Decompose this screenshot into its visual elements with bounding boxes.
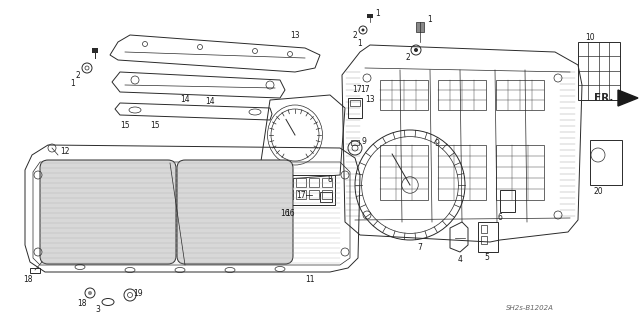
Text: 8: 8 [328, 175, 332, 184]
Bar [590, 140, 622, 185]
Text: 1: 1 [70, 78, 76, 87]
Text: 6: 6 [497, 213, 502, 222]
Bar [283, 178, 293, 187]
Text: FR.: FR. [594, 93, 613, 103]
Bar [438, 145, 486, 200]
Text: 15: 15 [120, 121, 130, 130]
Text: 15: 15 [150, 121, 160, 130]
Bar [351, 140, 359, 145]
Bar [296, 190, 306, 199]
Text: 13: 13 [365, 95, 375, 105]
Text: 16: 16 [285, 209, 295, 218]
Text: 2: 2 [353, 32, 357, 41]
Text: 2: 2 [76, 70, 81, 79]
Bar [322, 190, 332, 199]
Text: 2: 2 [406, 54, 410, 63]
Text: 19: 19 [133, 290, 143, 299]
Circle shape [88, 291, 92, 295]
FancyBboxPatch shape [177, 160, 293, 264]
Text: 1: 1 [358, 40, 362, 48]
Bar [500, 190, 515, 212]
Text: 9: 9 [435, 138, 440, 147]
Text: 1: 1 [376, 10, 380, 19]
Text: 10: 10 [585, 33, 595, 42]
Bar [578, 42, 620, 100]
Text: 5: 5 [484, 254, 490, 263]
Text: SH2s-B1202A: SH2s-B1202A [506, 305, 554, 311]
Bar [322, 178, 332, 187]
Bar [296, 178, 306, 187]
Text: 16: 16 [280, 209, 290, 218]
Text: 3: 3 [95, 306, 100, 315]
Bar [438, 80, 486, 110]
Bar [478, 222, 498, 252]
Text: 17: 17 [360, 85, 370, 93]
Text: 18: 18 [23, 276, 33, 285]
Bar [481, 225, 487, 233]
Bar [496, 145, 544, 200]
Bar [92, 48, 98, 53]
Bar [320, 192, 332, 202]
Circle shape [414, 48, 418, 52]
Bar [309, 190, 319, 199]
FancyBboxPatch shape [40, 160, 176, 264]
Bar [348, 98, 362, 118]
Text: 11: 11 [305, 276, 315, 285]
Text: 20: 20 [593, 188, 603, 197]
Bar [496, 80, 544, 110]
Text: 9: 9 [362, 137, 367, 145]
Text: 18: 18 [77, 300, 87, 308]
Bar [367, 14, 373, 18]
Text: 4: 4 [458, 256, 463, 264]
Text: 17: 17 [352, 85, 362, 94]
Bar [283, 190, 293, 199]
Polygon shape [618, 90, 638, 106]
Bar [481, 236, 487, 244]
Text: 7: 7 [417, 243, 422, 253]
Bar [350, 100, 360, 106]
Bar [30, 268, 40, 273]
Text: 14: 14 [180, 95, 190, 105]
Bar [280, 175, 335, 205]
Bar [380, 145, 428, 200]
Text: 12: 12 [60, 147, 70, 157]
Text: 1: 1 [428, 16, 433, 25]
Text: 17—: 17— [296, 191, 314, 201]
Bar [380, 80, 428, 110]
Text: 13: 13 [290, 32, 300, 41]
Bar [416, 22, 424, 32]
Text: 14: 14 [205, 98, 215, 107]
Bar [309, 178, 319, 187]
Circle shape [362, 28, 365, 32]
